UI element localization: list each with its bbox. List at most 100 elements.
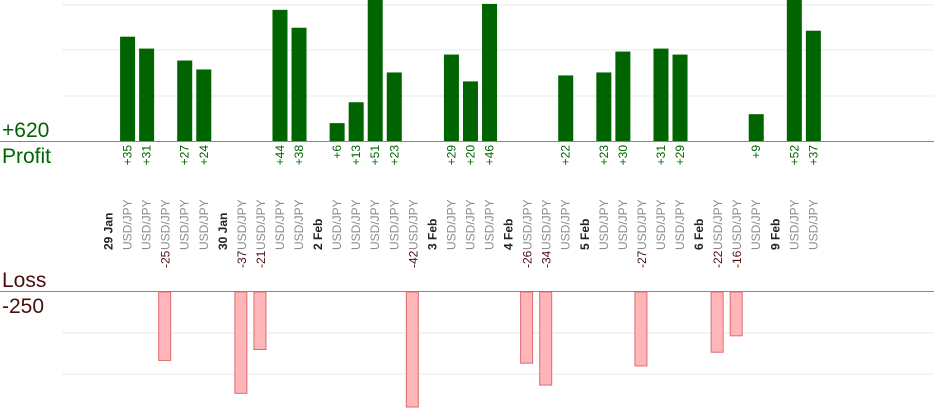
pair-label: USD/JPY <box>273 199 287 250</box>
profit-bar <box>653 48 669 141</box>
pair-label: USD/JPY <box>749 199 763 250</box>
pair-label: USD/JPY <box>463 199 477 250</box>
pair-label: USD/JPY <box>387 199 401 250</box>
profit-bar <box>386 72 402 141</box>
pair-label: USD/JPY <box>521 199 535 250</box>
pair-label: USD/JPY <box>368 199 382 250</box>
profit-bar <box>443 54 459 141</box>
pair-label: USD/JPY <box>197 199 211 250</box>
profit-bar <box>786 0 802 141</box>
loss-bar <box>520 291 534 364</box>
pair-label: USD/JPY <box>635 199 649 250</box>
profit-bar <box>291 27 307 141</box>
profit-bar <box>272 9 288 141</box>
profit-value-label: +23 <box>597 145 611 166</box>
profit-label: Profit <box>2 145 52 168</box>
loss-bar <box>634 291 648 367</box>
loss-value-label: -26 <box>521 250 535 268</box>
loss-bar <box>158 291 172 361</box>
loss-value-label: -25 <box>159 250 173 268</box>
profit-bar <box>120 36 136 141</box>
loss-value-label: -34 <box>540 250 554 268</box>
profit-value-label: +37 <box>806 145 820 166</box>
profit-value-label: +31 <box>654 145 668 166</box>
profit-bar <box>805 30 821 141</box>
pair-label: USD/JPY <box>654 199 668 250</box>
pair-label: USD/JPY <box>292 199 306 250</box>
pair-label: USD/JPY <box>178 199 192 250</box>
profit-value-label: +9 <box>749 145 763 159</box>
profit-bar <box>482 3 498 142</box>
date-label: 5 Feb <box>578 219 592 250</box>
pair-label: USD/JPY <box>330 199 344 250</box>
profit-bar <box>615 51 631 142</box>
profit-value-label: +35 <box>121 145 135 166</box>
pair-label: USD/JPY <box>140 199 154 250</box>
profit-value-label: +23 <box>387 145 401 166</box>
profit-value-label: +38 <box>292 145 306 166</box>
loss-label: Loss <box>2 269 47 292</box>
pair-label: USD/JPY <box>559 199 573 250</box>
profit-bar <box>672 54 688 141</box>
pair-label: USD/JPY <box>597 199 611 250</box>
profit-bar <box>596 72 612 141</box>
date-label: 6 Feb <box>692 219 706 250</box>
loss-bar <box>729 291 743 337</box>
pair-label: USD/JPY <box>711 199 725 250</box>
pair-label: USD/JPY <box>444 199 458 250</box>
loss-value-label: -27 <box>635 250 649 268</box>
profit-value-label: +29 <box>673 145 687 166</box>
date-label: 3 Feb <box>425 219 439 250</box>
profit-value-label: +52 <box>787 145 801 166</box>
profit-value-label: +31 <box>140 145 154 166</box>
loss-value-label: -37 <box>235 250 249 268</box>
loss-total-label: -250 <box>2 295 45 318</box>
profit-bar <box>367 0 383 141</box>
pair-label: USD/JPY <box>121 199 135 250</box>
pair-label: USD/JPY <box>787 199 801 250</box>
profit-value-label: +51 <box>368 145 382 166</box>
profit-bar <box>139 48 155 141</box>
pair-label: USD/JPY <box>616 199 630 250</box>
profit-bar <box>196 69 212 141</box>
loss-bar <box>539 291 553 386</box>
pair-label: USD/JPY <box>235 199 249 250</box>
loss-bar <box>234 291 248 394</box>
loss-value-label: -16 <box>730 250 744 268</box>
pair-label: USD/JPY <box>254 199 268 250</box>
pair-label: USD/JPY <box>730 199 744 250</box>
profit-value-label: +27 <box>178 145 192 166</box>
profit-value-label: +13 <box>349 145 363 166</box>
loss-value-label: -42 <box>406 250 420 268</box>
pair-label: USD/JPY <box>673 199 687 250</box>
date-label: 2 Feb <box>311 219 325 250</box>
pair-label: USD/JPY <box>483 199 497 250</box>
profit-bar <box>177 60 193 142</box>
pair-label: USD/JPY <box>349 199 363 250</box>
pair-label: USD/JPY <box>406 199 420 250</box>
loss-bar <box>405 291 419 408</box>
profit-value-label: +22 <box>559 145 573 166</box>
profit-bar <box>558 75 574 141</box>
profit-value-label: +29 <box>444 145 458 166</box>
profit-value-label: +46 <box>483 145 497 166</box>
profit-bar <box>329 123 345 141</box>
pair-label: USD/JPY <box>540 199 554 250</box>
profit-value-label: +24 <box>197 145 211 166</box>
profit-value-label: +30 <box>616 145 630 166</box>
date-label: 29 Jan <box>102 213 116 250</box>
loss-value-label: -21 <box>254 250 268 268</box>
pair-label: USD/JPY <box>159 199 173 250</box>
pair-label: USD/JPY <box>806 199 820 250</box>
profit-bar <box>462 81 478 141</box>
profit-bar <box>748 114 764 141</box>
date-label: 4 Feb <box>502 219 516 250</box>
date-label: 9 Feb <box>768 219 782 250</box>
loss-bar <box>710 291 724 353</box>
profit-total-label: +620 <box>2 119 50 142</box>
loss-bar <box>253 291 267 350</box>
profit-bar <box>348 102 364 141</box>
profit-value-label: +20 <box>463 145 477 166</box>
